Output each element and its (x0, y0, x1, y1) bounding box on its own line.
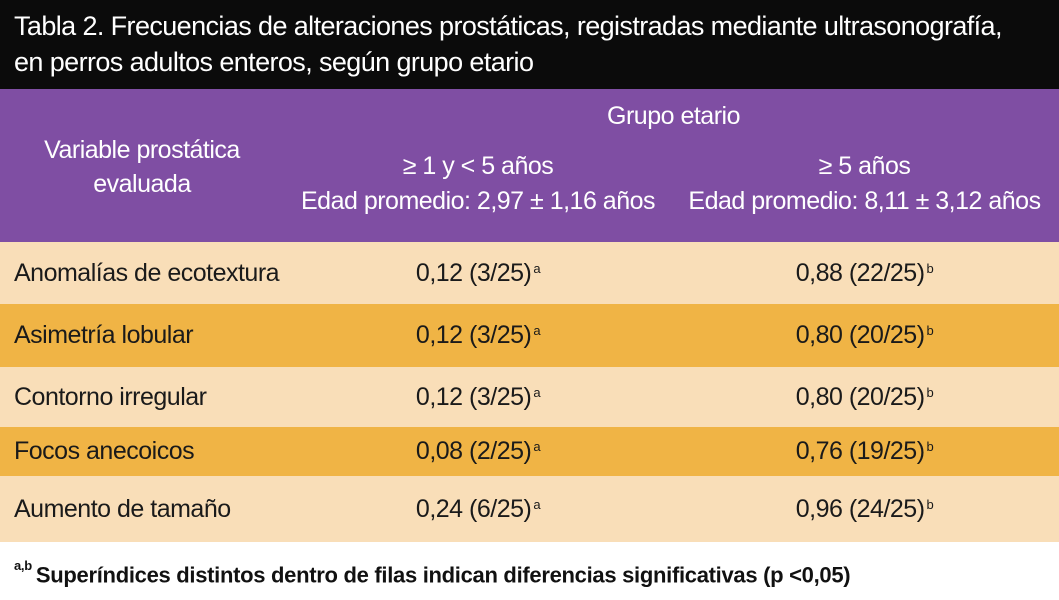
footnote-text: Superíndices distintos dentro de filas i… (35, 562, 851, 588)
header-variable: Variable prostática evaluada (0, 133, 284, 201)
header-column-2: ≥ 5 años Edad promedio: 8,11 ± 3,12 años (672, 149, 1057, 219)
row-variable: Aumento de tamaño (14, 494, 231, 523)
row-value-group-2: 0,80 (20/25) b (795, 321, 934, 349)
header-variable-line-1: Variable prostática (44, 136, 240, 164)
header-column-2-age: Edad promedio: 8,11 ± 3,12 años (688, 187, 1041, 215)
row-variable: Anomalías de ecotextura (14, 258, 280, 287)
header-column-1-age: Edad promedio: 2,97 ± 1,16 años (300, 187, 656, 215)
row-value-group-2: 0,88 (22/25) b (795, 258, 934, 287)
table-footnote: a,b Superíndices distintos dentro de fila… (14, 558, 851, 588)
table-title-line-1: Tabla 2. Frecuencias de alteraciones pro… (14, 11, 1002, 41)
row-value-group-2: 0,80 (20/25) b (795, 382, 934, 411)
table-row: Asimetría lobular 0,12 (3/25) a 0,80 (20/… (0, 304, 1059, 367)
header-column-2-range: ≥ 5 años (818, 152, 911, 180)
table-row: Contorno irregular 0,12 (3/25) a 0,80 (20… (0, 367, 1059, 427)
header-variable-line-2: evaluada (93, 170, 191, 198)
row-variable: Contorno irregular (14, 382, 207, 411)
header-column-1: ≥ 1 y < 5 años Edad promedio: 2,97 ± 1,1… (288, 149, 668, 219)
row-value-group-2: 0,96 (24/25) b (795, 494, 934, 523)
row-value-group-1: 0,12 (3/25) a (415, 321, 541, 349)
row-value-group-1: 0,08 (2/25) a (415, 437, 541, 465)
row-value-group-1: 0,12 (3/25) a (415, 382, 541, 411)
table-header: Variable prostática evaluada Grupo etari… (0, 89, 1059, 242)
row-value-group-2: 0,76 (19/25) b (795, 437, 934, 465)
table-title: Tabla 2. Frecuencias de alteraciones pro… (0, 0, 1059, 89)
table-title-line-2: en perros adultos enteros, según grupo e… (14, 47, 534, 77)
header-group-label: Grupo etario (607, 102, 740, 130)
header-column-1-range: ≥ 1 y < 5 años (402, 152, 554, 180)
table-row: Focos anecoicos 0,08 (2/25) a 0,76 (19/25… (0, 427, 1059, 476)
row-variable: Asimetría lobular (14, 321, 194, 349)
row-value-group-1: 0,12 (3/25) a (415, 258, 541, 287)
table-row: Aumento de tamaño 0,24 (6/25) a 0,96 (24/… (0, 476, 1059, 542)
row-variable: Focos anecoicos (14, 437, 195, 465)
table-row: Anomalías de ecotextura 0,12 (3/25) a 0,8… (0, 242, 1059, 304)
row-value-group-1: 0,24 (6/25) a (415, 494, 541, 523)
footnote-marks: a,b (14, 558, 32, 573)
